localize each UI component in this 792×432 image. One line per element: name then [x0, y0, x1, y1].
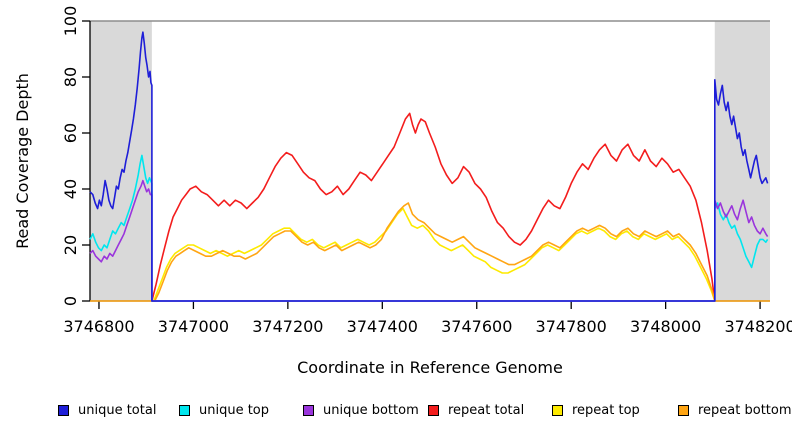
series-line-unique-top — [89, 154, 769, 302]
x-tick-label: 3747200 — [252, 317, 323, 336]
shaded-region — [90, 21, 152, 301]
x-tick-label: 3747000 — [158, 317, 229, 336]
legend-swatch — [179, 404, 190, 416]
x-tick-label: 3747600 — [441, 317, 512, 336]
series-line-repeat-total — [151, 112, 716, 302]
y-axis-title: Read Coverage Depth — [13, 73, 32, 249]
legend-label: repeat total — [448, 402, 525, 418]
x-tick-label: 3746800 — [63, 317, 134, 336]
y-tick-label: 20 — [61, 235, 80, 255]
legend-swatch — [552, 404, 563, 416]
x-tick-label: 3747400 — [347, 317, 418, 336]
legend-label: unique top — [199, 402, 270, 418]
series-line-repeat-top — [153, 207, 716, 302]
legend-label: unique total — [78, 402, 157, 418]
series-lines — [89, 31, 770, 302]
series-line-unique-bottom — [89, 179, 769, 302]
legend-item-repeat-bottom: repeat bottom — [678, 400, 792, 420]
legend-item-unique-total: unique total — [58, 400, 156, 420]
y-tick-label: 100 — [61, 6, 80, 37]
legend-label: repeat bottom — [698, 402, 792, 418]
x-axis-title: Coordinate in Reference Genome — [297, 358, 563, 377]
legend: unique total unique top unique bottom repea… — [0, 400, 792, 424]
x-tick-label: 3748000 — [630, 317, 701, 336]
series-line-repeat-bottom — [90, 202, 770, 302]
y-tick-label: 0 — [61, 296, 80, 306]
legend-item-repeat-top: repeat top — [552, 400, 640, 420]
legend-swatch — [58, 404, 69, 416]
shaded-region — [714, 21, 770, 301]
legend-label: unique bottom — [323, 402, 419, 418]
series-line-unique-total — [89, 31, 769, 302]
legend-item-unique-top: unique top — [179, 400, 269, 420]
y-tick-label: 80 — [61, 67, 80, 87]
legend-item-repeat-total: repeat total — [428, 400, 524, 420]
legend-label: repeat top — [572, 402, 640, 418]
x-tick-label: 3748200 — [724, 317, 792, 336]
legend-swatch — [678, 404, 689, 416]
y-tick-label: 40 — [61, 179, 80, 199]
axes: 0 20 40 60 80 100 3746800 3747000 3747200 3747400… — [61, 6, 792, 336]
y-tick-label: 60 — [61, 123, 80, 143]
shaded-regions — [90, 21, 770, 301]
legend-item-unique-bottom: unique bottom — [303, 400, 419, 420]
legend-swatch — [428, 404, 439, 416]
legend-swatch — [303, 404, 314, 416]
x-tick-label: 3747800 — [536, 317, 607, 336]
